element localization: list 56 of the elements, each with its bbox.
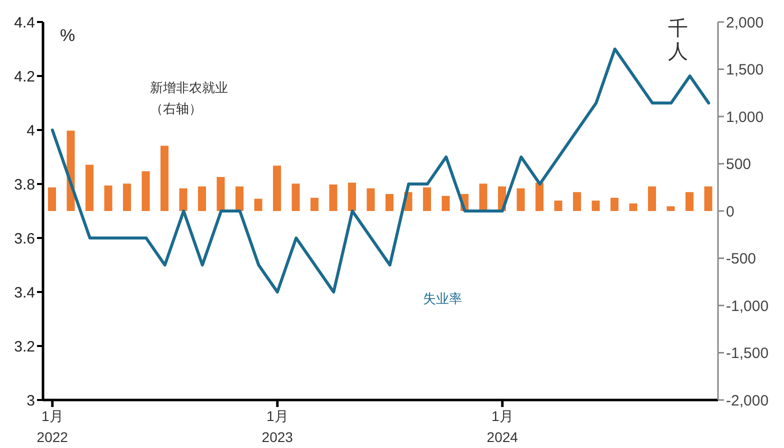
bar [592, 200, 600, 211]
bar [479, 184, 488, 211]
bar [236, 186, 244, 211]
bar [573, 192, 581, 211]
y-axis-title: % [60, 26, 76, 45]
y2-tick-label: -1,500 [726, 345, 769, 362]
bar [648, 186, 656, 211]
y2-tick-label: -2,000 [726, 392, 769, 410]
y2-tick-label: 0 [726, 203, 734, 220]
bar [292, 184, 300, 211]
bar [123, 184, 131, 211]
y2-tick-label: 500 [726, 156, 752, 174]
y-tick-label: 4.4 [14, 14, 35, 32]
y-tick-label: 3.8 [14, 176, 35, 194]
y-tick-label: 3 [26, 392, 35, 410]
bar [366, 188, 375, 211]
bar [329, 184, 338, 211]
bar [686, 192, 694, 211]
bar [386, 194, 394, 211]
text: 新增非农就业（右轴） [150, 79, 229, 118]
bar [179, 188, 188, 211]
bar [216, 176, 225, 211]
bar [610, 198, 618, 211]
bar [536, 182, 544, 211]
bar [516, 188, 525, 211]
y-tick-label: 3.6 [14, 230, 35, 248]
y-tick-label: 4 [26, 122, 35, 140]
x-tick-label: 1月 2024 [486, 408, 518, 445]
y2-tick-label: -1,000 [726, 298, 769, 315]
bar [442, 196, 450, 211]
bar [629, 203, 638, 211]
y2-tick-label: 1,500 [726, 62, 764, 79]
text: 失业率 [423, 290, 462, 308]
y2-axis-title: 千人 [668, 18, 688, 64]
y2-tick-label: 2,000 [726, 14, 764, 32]
bar [48, 187, 56, 211]
bar [160, 146, 168, 211]
bar [254, 198, 262, 211]
bar [423, 187, 431, 211]
y2-tick-label: -500 [726, 250, 756, 268]
x-tick-label: 1月 2023 [262, 408, 294, 445]
y2-tick-label: 1,000 [726, 108, 764, 126]
bar [310, 198, 318, 211]
bar [198, 186, 206, 211]
bar [142, 171, 150, 211]
y-tick-label: 3.2 [14, 338, 35, 356]
bar [86, 164, 94, 211]
bar [666, 206, 675, 211]
x-tick-label: 1月 2022 [36, 408, 68, 445]
bar [273, 166, 281, 211]
y-tick-label: 3.4 [14, 284, 35, 302]
bar [348, 182, 356, 211]
bar [554, 200, 562, 211]
bar [104, 185, 112, 211]
y-tick-label: 4.2 [14, 68, 35, 86]
bar [704, 186, 712, 211]
